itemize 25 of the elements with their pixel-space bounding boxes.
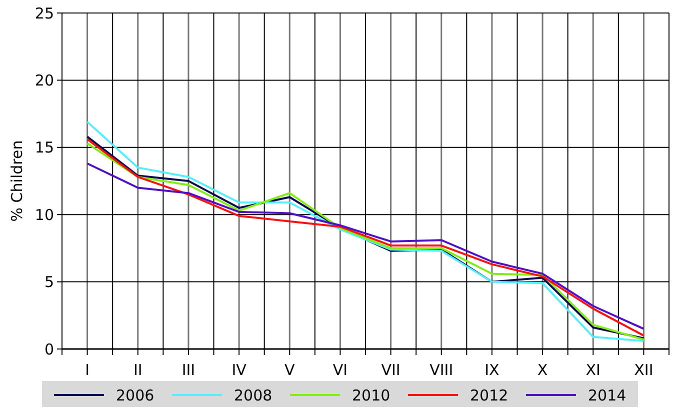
legend-label: 2006: [116, 386, 154, 404]
x-tick-label: IX: [484, 361, 500, 379]
y-tick-label: 10: [34, 206, 54, 224]
x-tick-label: II: [133, 361, 142, 379]
x-tick-label: XI: [586, 361, 600, 379]
line-series: [86, 162, 645, 330]
y-axis-title: % Children: [8, 140, 26, 222]
x-tick-label: X: [537, 361, 548, 379]
x-tick-label: XII: [634, 361, 654, 379]
legend-label: 2008: [234, 386, 272, 404]
legend-label: 2012: [470, 386, 508, 404]
x-tick-label: IV: [232, 361, 248, 379]
y-tick-label: 0: [44, 340, 54, 358]
y-tick-label: 20: [34, 71, 54, 90]
y-tick-label: 15: [34, 138, 54, 157]
x-tick-label: VIII: [430, 361, 454, 379]
legend-label: 2010: [352, 386, 390, 404]
legend-label: 2014: [588, 386, 626, 404]
y-tick-label: 25: [34, 4, 54, 22]
x-tick-label: VI: [332, 361, 348, 379]
x-tick-label: I: [85, 361, 90, 379]
y-tick-label: 5: [44, 273, 54, 292]
x-tick-label: III: [182, 361, 196, 379]
x-tick-label: VII: [381, 361, 400, 379]
x-tick-label: V: [284, 361, 296, 379]
